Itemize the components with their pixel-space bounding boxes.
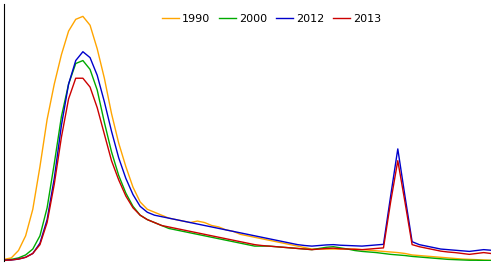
2012: [488, 249, 494, 252]
2013: [101, 132, 107, 136]
2000: [381, 252, 387, 255]
Line: 2013: 2013: [4, 78, 491, 260]
2012: [1, 259, 7, 262]
1990: [173, 218, 179, 221]
2000: [481, 259, 487, 262]
2013: [73, 77, 79, 80]
2013: [37, 243, 43, 246]
2012: [288, 242, 294, 245]
1990: [488, 259, 494, 262]
2000: [87, 68, 93, 71]
1990: [80, 15, 86, 18]
2000: [474, 259, 480, 262]
Line: 1990: 1990: [4, 16, 491, 260]
2000: [80, 59, 86, 62]
2012: [80, 50, 86, 53]
2000: [101, 121, 107, 124]
Line: 2000: 2000: [4, 61, 491, 260]
1990: [1, 258, 7, 261]
2012: [166, 217, 172, 220]
Legend: 1990, 2000, 2012, 2013: 1990, 2000, 2012, 2013: [158, 10, 386, 29]
1990: [166, 217, 172, 220]
1990: [481, 258, 487, 262]
1990: [288, 243, 294, 246]
Line: 2012: 2012: [4, 52, 491, 260]
2013: [166, 225, 172, 228]
2000: [488, 259, 494, 262]
2013: [173, 227, 179, 230]
2012: [173, 218, 179, 221]
2012: [481, 248, 487, 251]
2012: [101, 100, 107, 103]
2013: [288, 246, 294, 249]
2000: [288, 246, 294, 249]
2013: [481, 251, 487, 254]
1990: [101, 77, 107, 80]
2012: [37, 242, 43, 245]
2013: [488, 252, 494, 255]
2000: [37, 234, 43, 237]
1990: [37, 165, 43, 168]
2013: [1, 259, 7, 262]
2000: [1, 259, 7, 262]
